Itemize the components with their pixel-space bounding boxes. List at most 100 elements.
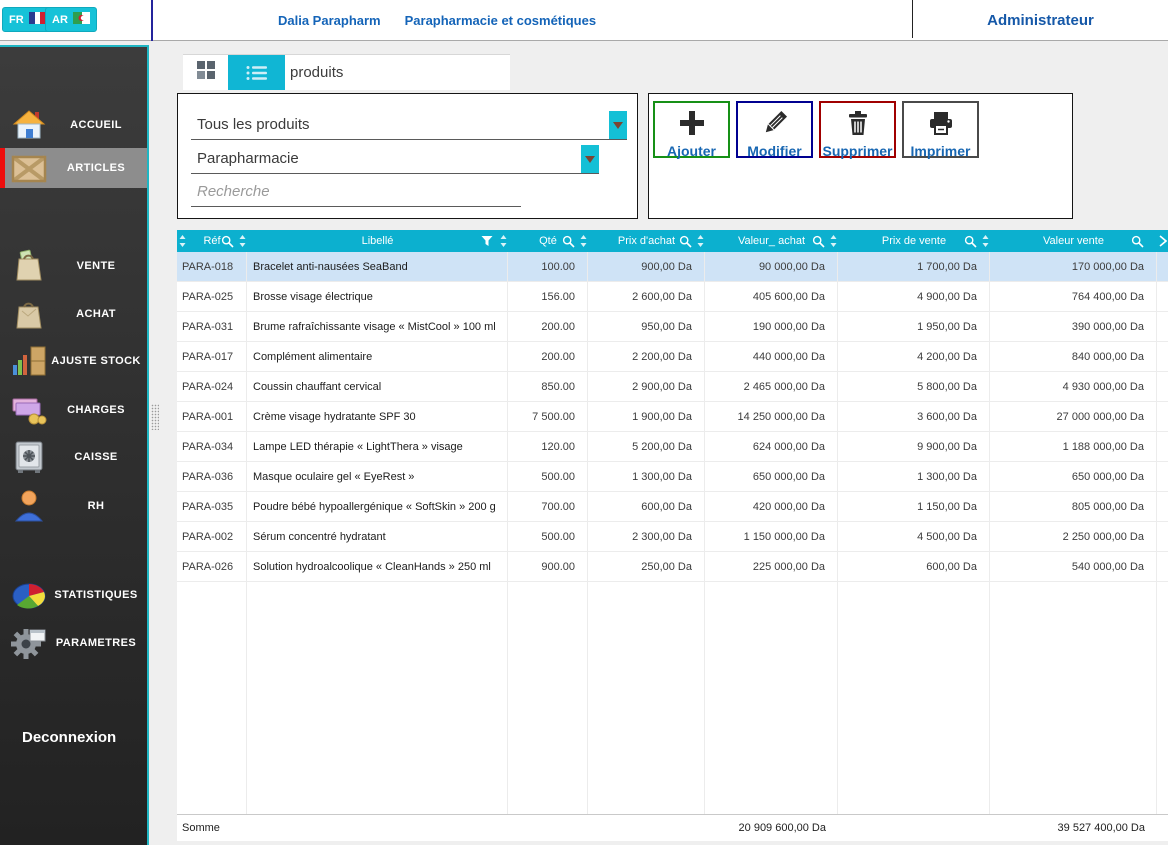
print-button-label: Imprimer — [911, 143, 971, 159]
delete-button[interactable]: Supprimer — [819, 101, 896, 158]
sidebar-item-label: VENTE — [49, 259, 147, 273]
sidebar-item-rh[interactable]: RH — [0, 483, 147, 529]
column-header-valeur-achat[interactable]: Valeur_ achat — [705, 230, 838, 252]
column-header-valeur-vente[interactable]: Valeur vente — [990, 230, 1157, 252]
cell-ref: PARA-025 — [177, 282, 247, 311]
column-header-libelle[interactable]: Libellé — [247, 230, 508, 252]
table-row[interactable]: PARA-002Sérum concentré hydratant500.002… — [177, 522, 1168, 552]
product-type-select[interactable]: Tous les produits — [191, 104, 627, 140]
cell-qte: 200.00 — [508, 342, 588, 371]
table-row[interactable]: PARA-026Solution hydroalcoolique « Clean… — [177, 552, 1168, 582]
sort-arrows-icon[interactable] — [982, 235, 989, 250]
sidebar-item-label: RH — [49, 499, 147, 513]
sort-arrows-icon[interactable] — [179, 235, 186, 250]
column-label: Prix de vente — [882, 235, 946, 247]
cell-gutter — [1157, 462, 1168, 491]
cell-prix-achat: 600,00 Da — [588, 492, 705, 521]
sort-arrows-icon[interactable] — [580, 235, 587, 250]
sort-arrows-icon[interactable] — [697, 235, 704, 250]
tab-grid-view[interactable] — [183, 55, 228, 90]
sum-valeur-vente: 39 527 400,00 Da — [990, 822, 1157, 834]
cell-qte: 900.00 — [508, 552, 588, 581]
search-column-icon[interactable] — [812, 235, 825, 251]
sidebar-item-label: ARTICLES — [49, 161, 147, 175]
cell-valeur-achat: 440 000,00 Da — [705, 342, 838, 371]
cell-valeur-vente: 27 000 000,00 Da — [990, 402, 1157, 431]
table-row[interactable]: PARA-018Bracelet anti-nausées SeaBand100… — [177, 252, 1168, 282]
filter-funnel-icon[interactable] — [481, 235, 493, 250]
table-row[interactable]: PARA-001Crème visage hydratante SPF 307 … — [177, 402, 1168, 432]
sidebar-splitter-handle[interactable] — [151, 404, 159, 430]
sidebar-item-charges[interactable]: CHARGES — [0, 387, 147, 433]
cell-valeur-achat: 90 000,00 Da — [705, 252, 838, 281]
sidebar-item-statistiques[interactable]: STATISTIQUES — [0, 572, 147, 618]
cell-ref: PARA-001 — [177, 402, 247, 431]
sidebar-item-achat[interactable]: ACHAT — [0, 291, 147, 337]
search-column-icon[interactable] — [964, 235, 977, 251]
sidebar-item-caisse[interactable]: CAISSE — [0, 434, 147, 480]
language-ar-button[interactable]: AR — [45, 7, 97, 32]
edit-button[interactable]: Modifier — [736, 101, 813, 158]
logout-button[interactable]: Deconnexion — [0, 729, 147, 746]
cell-prix-vente: 5 800,00 Da — [838, 372, 990, 401]
cell-gutter — [1157, 252, 1168, 281]
cell-ref: PARA-017 — [177, 342, 247, 371]
search-column-icon[interactable] — [562, 235, 575, 251]
cell-ref: PARA-026 — [177, 552, 247, 581]
sort-arrows-icon[interactable] — [239, 235, 246, 250]
sort-arrows-icon[interactable] — [500, 235, 507, 250]
search-column-icon[interactable] — [679, 235, 692, 251]
sidebar-item-label: ACHAT — [49, 307, 147, 321]
cell-libelle: Poudre bébé hypoallergénique « SoftSkin … — [247, 492, 508, 521]
column-label: Libellé — [362, 235, 394, 247]
column-label: Prix d'achat — [618, 235, 675, 247]
column-header-prix-achat[interactable]: Prix d'achat — [588, 230, 705, 252]
home-icon — [9, 109, 49, 141]
table-row[interactable]: PARA-036Masque oculaire gel « EyeRest »5… — [177, 462, 1168, 492]
stock-shelf-icon — [9, 345, 49, 377]
dropdown-button[interactable] — [609, 111, 627, 139]
cell-valeur-vente: 2 250 000,00 Da — [990, 522, 1157, 551]
table-empty-area — [177, 582, 1168, 814]
column-header-qte[interactable]: Qté — [508, 230, 588, 252]
add-button[interactable]: Ajouter — [653, 101, 730, 158]
cell-prix-achat: 2 300,00 Da — [588, 522, 705, 551]
dropdown-button[interactable] — [581, 145, 599, 173]
cell-libelle: Masque oculaire gel « EyeRest » — [247, 462, 508, 491]
sidebar-item-articles[interactable]: ARTICLES — [0, 148, 147, 188]
cell-qte: 500.00 — [508, 462, 588, 491]
app-titles: Dalia Parapharm Parapharmacie et cosméti… — [278, 0, 596, 40]
family-select[interactable]: Parapharmacie — [191, 144, 599, 174]
search-placeholder: Recherche — [191, 183, 270, 206]
tab-produits[interactable]: produits — [228, 55, 343, 90]
cell-prix-vente: 4 500,00 Da — [838, 522, 990, 551]
delete-button-label: Supprimer — [822, 143, 892, 159]
column-header-ref[interactable]: Réf — [177, 230, 247, 252]
cell-prix-vente: 4 900,00 Da — [838, 282, 990, 311]
table-footer-row: Somme 20 909 600,00 Da 39 527 400,00 Da — [177, 814, 1168, 841]
table-row[interactable]: PARA-035Poudre bébé hypoallergénique « S… — [177, 492, 1168, 522]
table-row[interactable]: PARA-031Brume rafraîchissante visage « M… — [177, 312, 1168, 342]
search-column-icon[interactable] — [221, 235, 234, 251]
sort-arrows-icon[interactable] — [830, 235, 837, 250]
sidebar-item-parametres[interactable]: PARAMETRES — [0, 620, 147, 666]
cell-prix-vente: 1 150,00 Da — [838, 492, 990, 521]
money-icon — [9, 395, 49, 425]
cell-gutter — [1157, 372, 1168, 401]
table-row[interactable]: PARA-025Brosse visage électrique156.002 … — [177, 282, 1168, 312]
cell-libelle: Brosse visage électrique — [247, 282, 508, 311]
sidebar-item-vente[interactable]: VENTE — [0, 243, 147, 289]
cell-prix-achat: 1 900,00 Da — [588, 402, 705, 431]
lang-fr-label: FR — [9, 14, 24, 26]
sidebar-item-accueil[interactable]: ACCUEIL — [0, 102, 147, 148]
column-header-prix-vente[interactable]: Prix de vente — [838, 230, 990, 252]
table-row[interactable]: PARA-024Coussin chauffant cervical850.00… — [177, 372, 1168, 402]
cell-prix-achat: 900,00 Da — [588, 252, 705, 281]
scroll-right-arrow[interactable] — [1157, 230, 1168, 252]
sidebar-item-ajuste-stock[interactable]: AJUSTE STOCK — [0, 335, 147, 387]
print-button[interactable]: Imprimer — [902, 101, 979, 158]
table-row[interactable]: PARA-034Lampe LED thérapie « LightThera … — [177, 432, 1168, 462]
table-row[interactable]: PARA-017Complément alimentaire200.002 20… — [177, 342, 1168, 372]
search-column-icon[interactable] — [1131, 235, 1144, 251]
search-input[interactable]: Recherche — [191, 178, 521, 207]
